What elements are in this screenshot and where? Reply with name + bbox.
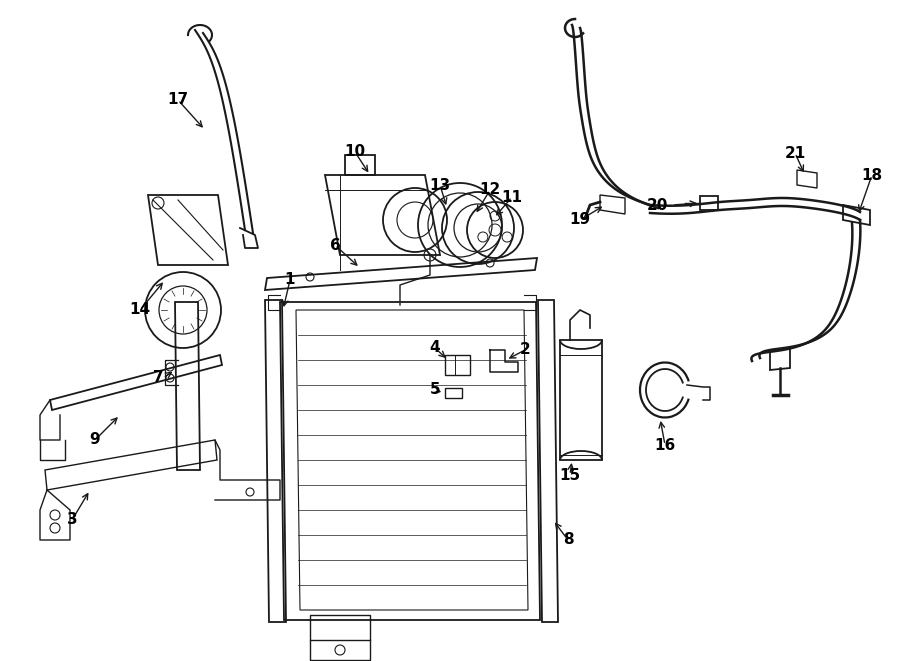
- Text: 14: 14: [130, 303, 150, 317]
- Text: 13: 13: [429, 178, 451, 192]
- Text: 2: 2: [519, 342, 530, 358]
- Text: 18: 18: [861, 167, 883, 182]
- Text: 17: 17: [167, 93, 189, 108]
- Text: 15: 15: [560, 467, 580, 483]
- Text: 4: 4: [429, 340, 440, 356]
- Text: 9: 9: [90, 432, 100, 447]
- Text: 8: 8: [562, 533, 573, 547]
- Text: 3: 3: [67, 512, 77, 527]
- Text: 1: 1: [284, 272, 295, 288]
- Text: 11: 11: [501, 190, 523, 204]
- Text: 5: 5: [429, 383, 440, 397]
- Text: 7: 7: [153, 371, 163, 385]
- Text: 6: 6: [329, 237, 340, 253]
- Text: 12: 12: [480, 182, 500, 198]
- Text: 16: 16: [654, 438, 676, 453]
- Text: 20: 20: [646, 198, 668, 212]
- Text: 19: 19: [570, 212, 590, 227]
- Text: 10: 10: [345, 145, 365, 159]
- Text: 21: 21: [785, 145, 806, 161]
